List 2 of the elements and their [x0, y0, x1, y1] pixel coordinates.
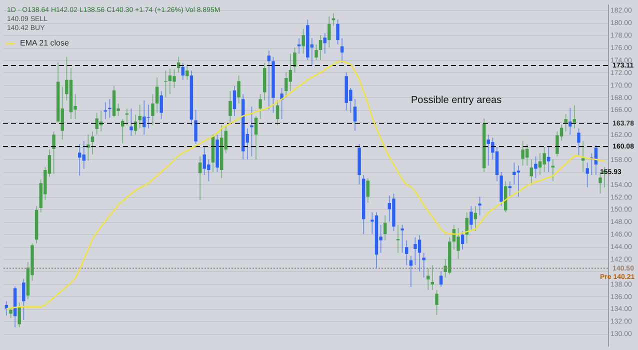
annotation: Possible entry areas: [411, 95, 502, 106]
legend-label: EMA 21 close: [20, 38, 70, 48]
